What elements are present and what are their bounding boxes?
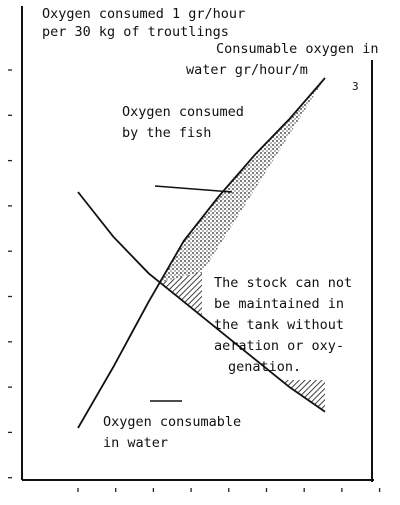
note-line-2: be maintained in <box>214 296 344 312</box>
right-label-superscript: 3 <box>352 80 359 93</box>
water-label-line-1: Oxygen consumable <box>103 414 241 430</box>
y-unit-label-line-2: per 30 kg of troutlings <box>42 24 229 40</box>
note-line-1: The stock can not <box>214 275 352 291</box>
series-line-water-consumable <box>77 191 326 413</box>
right-label-line-2: water gr/hour/m <box>186 62 308 78</box>
note-line-3: the tank without <box>214 317 344 333</box>
y-unit-label-line-1: Oxygen consumed 1 gr/hour <box>42 6 245 22</box>
fish-label-line-1: Oxygen consumed <box>122 104 244 120</box>
water-label-line-2: in water <box>103 435 168 451</box>
fish-leader-line <box>154 185 233 193</box>
fish-label-line-2: by the fish <box>122 125 211 141</box>
y-tick-marks <box>8 69 12 479</box>
right-label-line-1: Consumable oxygen in <box>216 41 379 57</box>
surplus-demand-region <box>159 78 325 302</box>
x-tick-marks <box>77 488 381 492</box>
note-line-5: genation. <box>228 359 301 375</box>
note-line-4: aeration or oxy- <box>214 338 344 354</box>
series-line-fish-consumption <box>77 77 326 429</box>
note-backdrop <box>202 268 366 380</box>
